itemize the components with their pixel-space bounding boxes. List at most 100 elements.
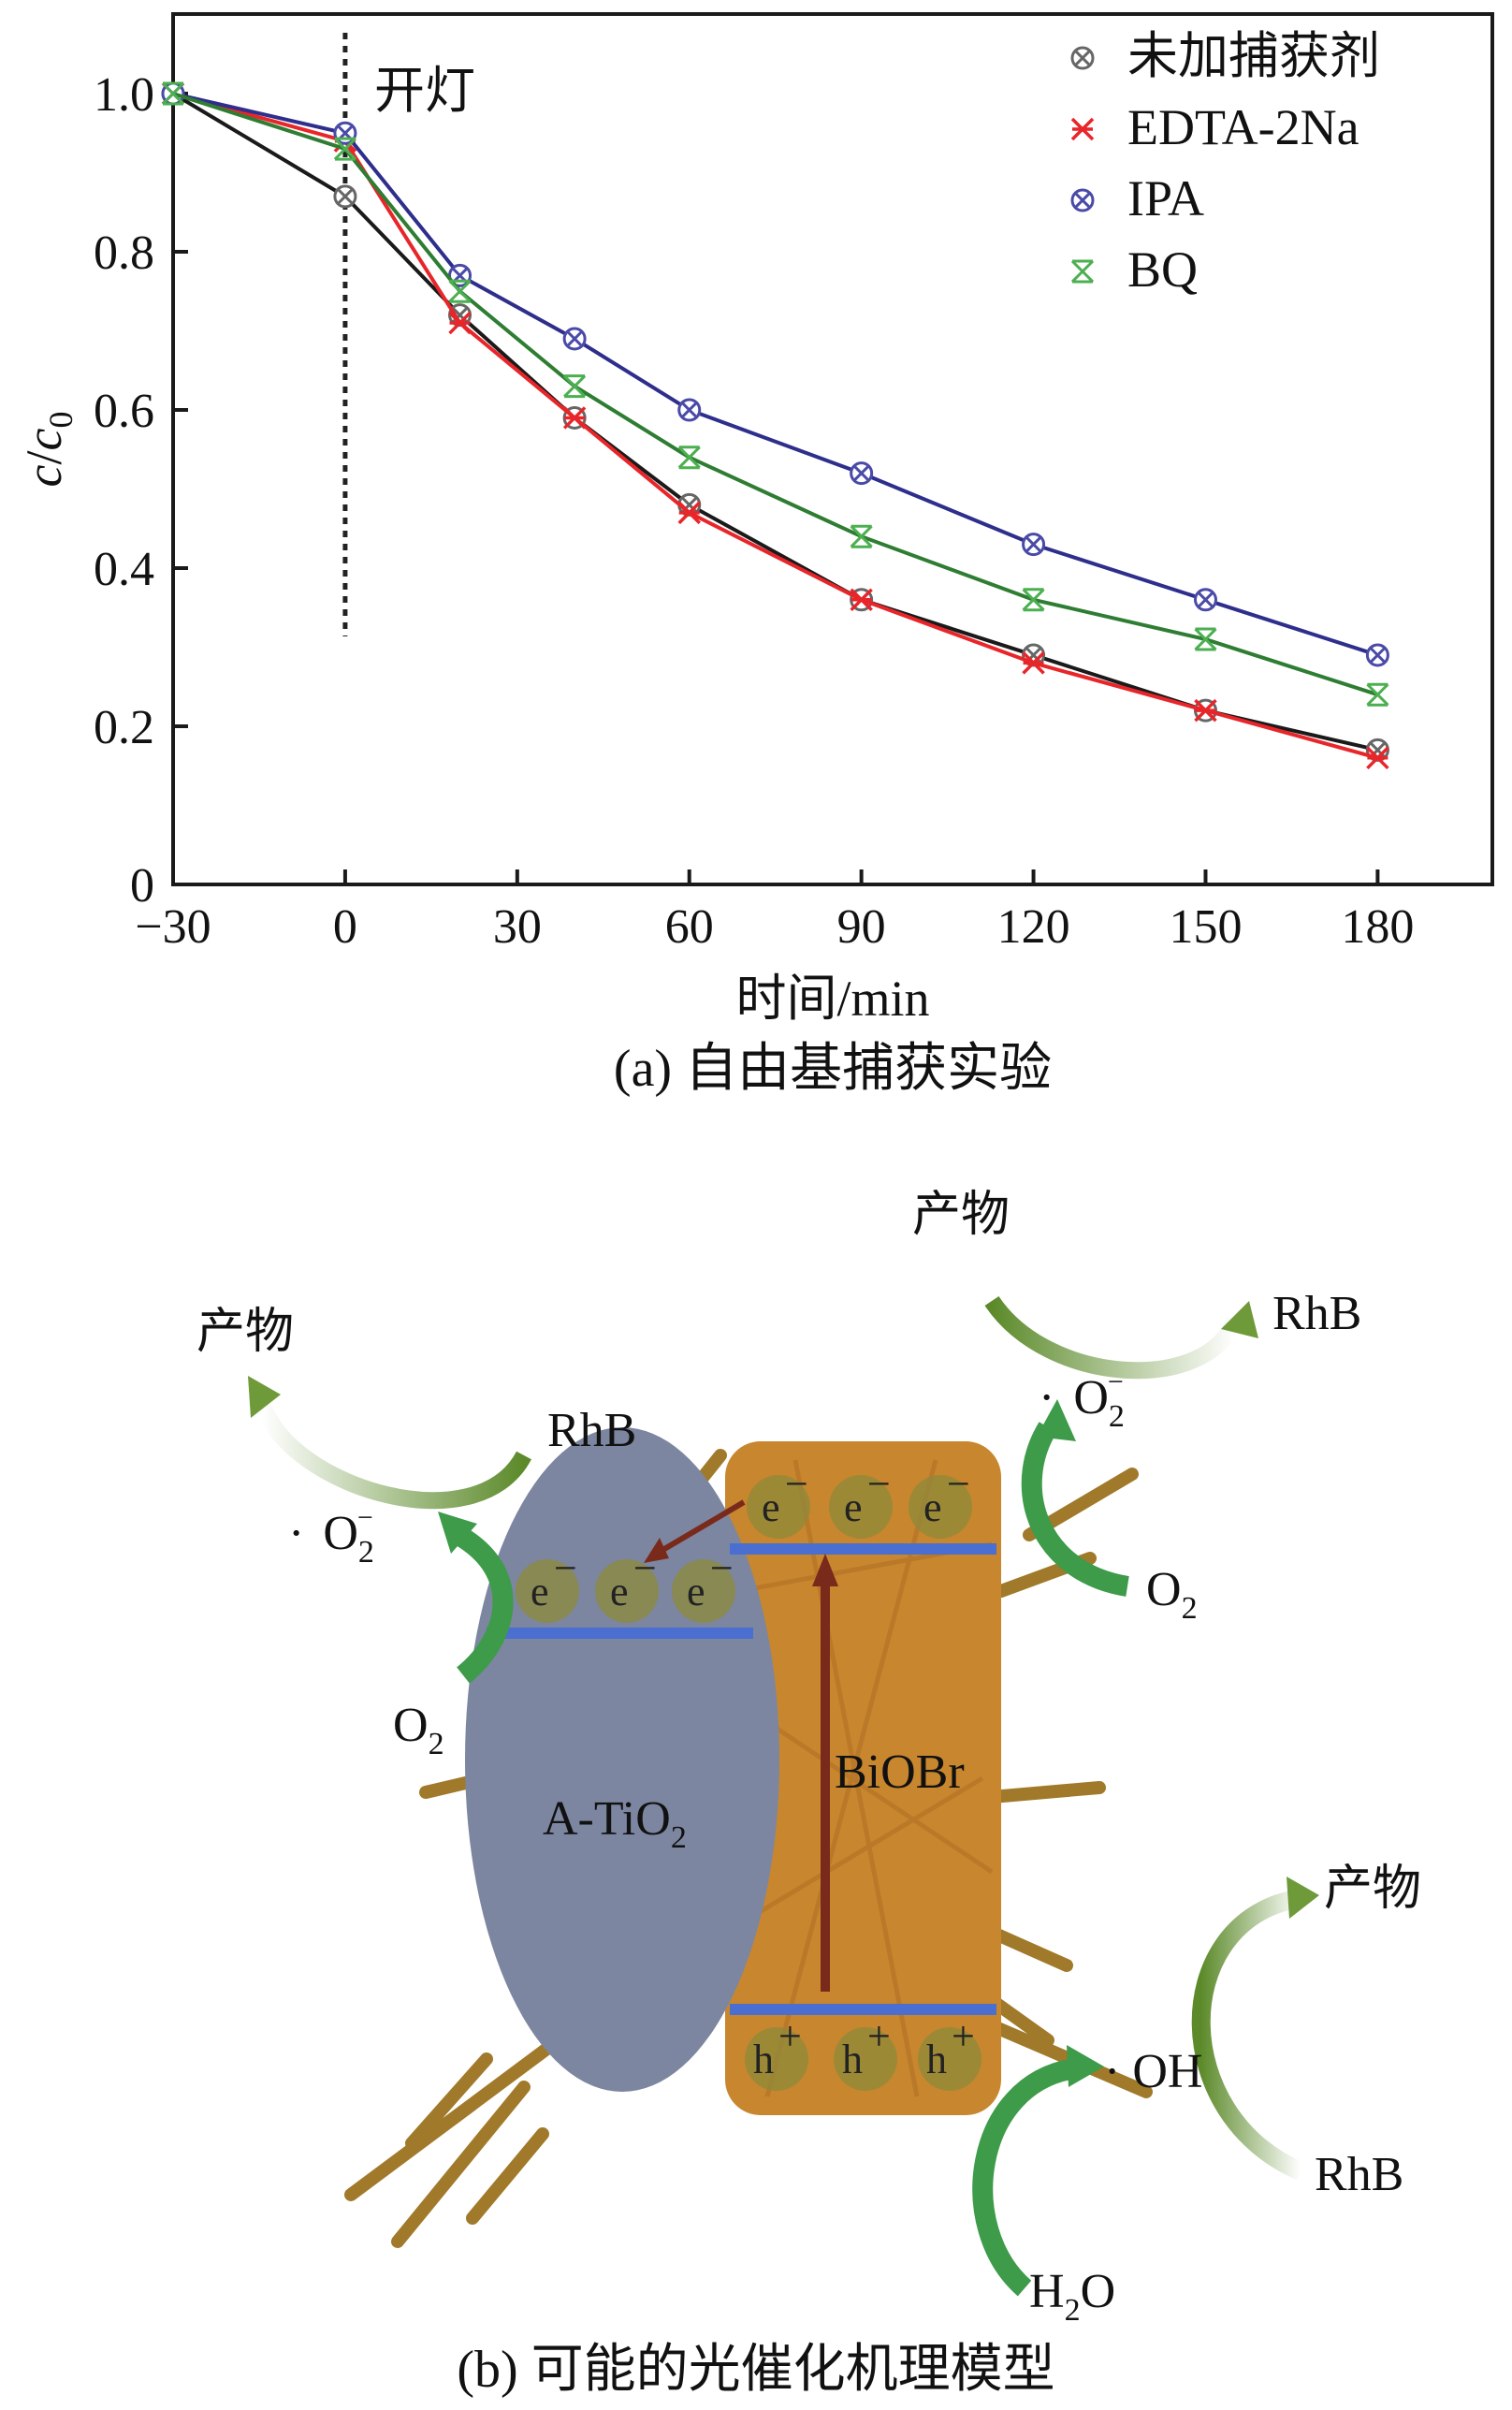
tio2-electrons: e − e − e − [516,1545,735,1623]
rhb-to-product-arrow-left [254,1400,531,1509]
excitation-arrowhead [812,1554,838,1586]
mechanism-diagram: e − e − e − e − e − [196,1189,1421,2399]
data-point [850,524,873,548]
marker-cross [1194,698,1217,723]
data-point [448,311,472,335]
marker-cross [562,406,587,430]
marker-cross [1197,592,1214,608]
y-tick-label: 0 [130,859,154,913]
svg-text:−: − [947,1461,970,1507]
hydroxyl-label: · OH [1104,2045,1202,2098]
svg-text:+: + [952,2013,975,2059]
x-tick-label: 60 [665,900,714,954]
legend-label: IPA [1127,170,1204,226]
legend-entry: 未加捕获剂 [1070,28,1380,84]
rhb-to-product-arrow-lower [1191,1891,1305,2181]
svg-text:+: + [867,2013,891,2059]
marker-cross [563,374,587,399]
x-tick-label: 180 [1341,900,1414,954]
y-tick-label: 0.6 [94,385,154,438]
caption-a: (a) 自由基捕获实验 [614,1040,1052,1098]
o2-to-superoxide-arrow-left [453,1526,514,1684]
biobr-holes: h + h + h + [745,2013,981,2091]
x-tick-label: 120 [997,900,1070,954]
electron-6: e − [672,1545,735,1623]
x-axis-ticks: −30 0 30 60 90 120 150 180 [135,869,1414,954]
data-point [1194,698,1217,723]
data-point [850,461,874,486]
series-layer [161,81,1389,770]
series-4 [161,81,1389,707]
svg-text:e: e [687,1569,705,1614]
x-axis-label: 时间/min [735,971,929,1027]
electron-4: e − [516,1545,579,1623]
data-point [1022,651,1045,675]
data-point [677,501,701,525]
hydroxyl-arrowhead [1067,2045,1104,2087]
marker-cross [850,588,873,612]
line-chart: −30 0 30 60 90 120 150 180 00.20.40.60.81.0 开灯 … [16,12,1494,1098]
legend-entry: IPA [1070,170,1204,226]
data-point [448,279,472,303]
marker-cross [850,524,873,548]
o2-arrowhead-right [1037,1399,1076,1441]
x-tick-label: −30 [135,900,211,954]
marker-cross [161,81,185,106]
electron-transfer-arrow [658,1499,746,1555]
data-point [563,374,587,399]
data-point [1365,643,1389,667]
svg-text:e: e [762,1484,780,1530]
caption-b: (b) 可能的光催化机理模型 [457,2341,1054,2399]
x-tick-label: 150 [1169,900,1242,954]
x-tick-label: 90 [837,900,886,954]
svg-text:−: − [710,1545,734,1591]
legend-entry: EDTA-2Na [1070,99,1359,155]
biobr-label: BiOBr [835,1745,965,1799]
marker-cross [852,464,870,482]
data-point [850,588,873,612]
y-tick-label: 0.8 [94,226,154,280]
legend-label: BQ [1127,241,1198,298]
legend-label: EDTA-2Na [1127,99,1359,155]
o2-arrowhead-left [438,1512,477,1554]
data-point [1022,588,1045,612]
legend-entry: BQ [1070,241,1198,298]
marker-cross [1194,627,1217,651]
y-tick-label: 0.2 [94,701,154,754]
svg-text:−: − [785,1461,808,1507]
plot-frame [171,12,1494,886]
product-arrowhead-left [248,1376,281,1418]
y-tick-label: 1.0 [94,68,154,122]
svg-text:e: e [610,1569,629,1614]
rhb-label-left: RhB [547,1404,636,1457]
product-label-left: 产物 [196,1306,294,1359]
marker-cross [1366,746,1389,770]
rhb-label-right: RhB [1272,1287,1361,1340]
tio2-label: A-TiO2 [543,1792,687,1855]
marker-cross [566,330,583,347]
o2-to-superoxide-arrow-right [1021,1422,1130,1597]
hole-1: h + [745,2013,808,2091]
marker-cross [1369,647,1387,664]
product-label-lower: 产物 [1324,1862,1421,1916]
superoxide-label-left: · O2− [288,1502,374,1570]
o2-label-left: O2 [393,1699,444,1761]
svg-text:h: h [753,2037,774,2082]
marker-cross [677,501,701,525]
marker-cross [1074,50,1091,66]
marker-cross [1070,117,1095,141]
marker-cross [680,402,698,418]
svg-text:−: − [867,1461,891,1507]
data-point [1193,588,1217,612]
marker-cross [677,445,701,470]
data-point [1022,533,1046,557]
marker-cross [1022,588,1045,612]
svg-text:−: − [554,1545,577,1591]
data-point [333,184,357,209]
marker-cross [1022,651,1045,675]
data-point [1366,746,1389,770]
tio2-ellipse [465,1427,779,2092]
marker-cross [448,279,472,303]
y-tick-label: 0.4 [94,543,154,596]
